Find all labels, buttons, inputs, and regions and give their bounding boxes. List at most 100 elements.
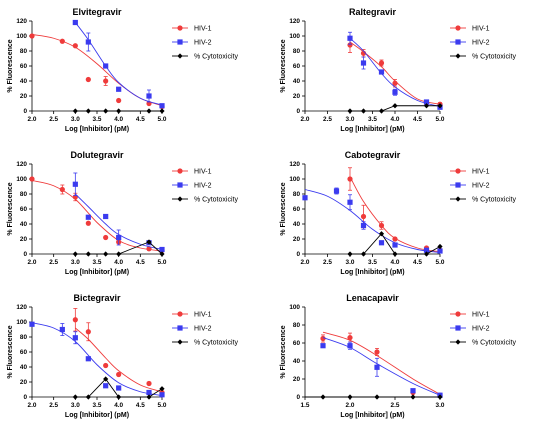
raltegravir-cytotoxicity-point (378, 108, 385, 114)
raltegravir-cytotoxicity-point (360, 108, 367, 114)
raltegravir-y-axis-label: % Fluorescence (280, 39, 287, 92)
raltegravir-x-tick-label: 3.5 (368, 116, 377, 123)
dolutegravir-title: Dolutegravir (70, 150, 124, 160)
cabotegravir-hiv-2-point (347, 199, 353, 205)
dolutegravir-hiv-1-point (85, 220, 91, 226)
bictegravir-cytotoxicity-point (146, 394, 152, 400)
raltegravir-hiv-2-fit-curve (349, 37, 441, 107)
bictegravir-title: Bictegravir (73, 293, 121, 303)
dolutegravir-x-tick-label: 2.5 (49, 259, 58, 266)
elvitegravir-x-tick-label: 3.0 (71, 116, 80, 123)
raltegravir-x-tick-label: 5.0 (436, 116, 445, 123)
dolutegravir-y-tick-label: 80 (20, 191, 28, 198)
lenacapavir-hiv-1-point (320, 335, 326, 342)
cabotegravir-hiv-2-series (302, 187, 443, 254)
dolutegravir-y-tick-label: 0 (23, 251, 27, 258)
dolutegravir-x-axis-label: Log [Inhibitor] (pM) (65, 269, 129, 276)
elvitegravir-y-tick-label: 80 (20, 48, 28, 55)
raltegravir-y-tick-label: 60 (293, 63, 301, 70)
bictegravir-legend-marker (177, 311, 183, 317)
cabotegravir-legend-label-hiv-1: HIV-1 (472, 168, 490, 175)
dolutegravir-y-tick-label: 60 (20, 206, 28, 213)
dolutegravir-hiv-2-point (85, 214, 91, 220)
elvitegravir-x-tick-label: 4.5 (136, 116, 145, 123)
raltegravir-cytotoxicity-point (423, 103, 430, 109)
dolutegravir-y-tick-label: 100 (16, 176, 27, 183)
chart-raltegravir: Raltegravir 0 20 40 60 80 100 120 2.0 2.5 3.0 3.5 4.… (280, 7, 516, 133)
cabotegravir-hiv-2-point (302, 195, 308, 201)
cabotegravir-legend: HIV-1 HIV-2 % Cytotoxicity (450, 168, 516, 203)
bictegravir-hiv-2-point (159, 392, 165, 398)
dolutegravir-cytotoxicity-point (103, 251, 109, 257)
cabotegravir-legend-marker (455, 182, 461, 188)
chart-lenacapavir: Lenacapavir 0 20 40 60 80 100 1.5 2.0 2.5 3.0 Log [… (280, 293, 516, 419)
bictegravir-hiv-1-series (72, 308, 165, 396)
dolutegravir-legend-label-cytotoxicity: % Cytotoxicity (194, 196, 238, 203)
cabotegravir-cytotoxicity-series (347, 231, 443, 257)
lenacapavir-cytotoxicity-point (374, 394, 380, 400)
lenacapavir-x-axis-label: Log [Inhibitor] (pM) (340, 412, 404, 419)
elvitegravir-hiv-1-point (85, 76, 91, 83)
chart-dolutegravir: Dolutegravir 0 20 40 60 80 100 120 2.0 2.5 3.0 3.5 4… (7, 150, 238, 276)
elvitegravir-cytotoxicity-point (146, 108, 152, 114)
dolutegravir-y-tick-label: 20 (20, 236, 28, 243)
elvitegravir-legend-label-cytotoxicity: % Cytotoxicity (194, 53, 238, 60)
cabotegravir-x-tick-label: 4.5 (413, 259, 422, 266)
lenacapavir-hiv-1-point (374, 349, 380, 355)
dolutegravir-cytotoxicity-point (159, 251, 165, 257)
raltegravir-hiv-1-series (347, 37, 443, 107)
chart-bictegravir: Bictegravir 0 20 40 60 80 100 120 2.0 2.5 3.0 3.5 4.… (7, 293, 238, 419)
cabotegravir-hiv-1-point (392, 236, 398, 242)
dolutegravir-hiv-2-point (159, 246, 165, 253)
raltegravir-hiv-2-point (378, 69, 385, 75)
raltegravir-legend-label-hiv-2: HIV-2 (472, 39, 490, 46)
dolutegravir-legend-marker (177, 196, 183, 202)
lenacapavir-hiv-1-point (347, 335, 353, 341)
elvitegravir-hiv-1-point (72, 43, 78, 49)
dolutegravir-x-tick-label: 3.5 (93, 259, 102, 266)
bictegravir-hiv-2-point (103, 383, 109, 389)
elvitegravir-legend-marker (177, 53, 183, 59)
elvitegravir-legend: HIV-1 HIV-2 % Cytotoxicity (172, 25, 238, 60)
cabotegravir-cytotoxicity-point (437, 243, 443, 250)
elvitegravir-hiv-2-point (116, 86, 122, 92)
dolutegravir-y-tick-label: 40 (20, 221, 28, 228)
elvitegravir-cytotoxicity-point (159, 108, 165, 114)
cabotegravir-y-tick-label: 0 (296, 251, 300, 258)
raltegravir-x-tick-label: 2.5 (323, 116, 332, 123)
elvitegravir-legend-marker (177, 25, 183, 31)
bictegravir-y-axis-label: % Fluorescence (7, 325, 14, 378)
raltegravir-cytotoxicity-point (392, 103, 398, 109)
lenacapavir-legend-label-cytotoxicity: % Cytotoxicity (472, 339, 516, 346)
chart-elvitegravir: Elvitegravir 0 20 40 60 80 100 120 2.0 2.5 3.0 3.5 4… (7, 7, 238, 133)
raltegravir-x-tick-label: 4.5 (413, 116, 422, 123)
dolutegravir-hiv-1-point (29, 176, 35, 182)
elvitegravir-x-tick-label: 2.0 (28, 116, 37, 123)
raltegravir-x-tick-label: 4.0 (391, 116, 400, 123)
cabotegravir-hiv-2-fit-curve (304, 189, 441, 253)
cabotegravir-y-tick-label: 100 (289, 176, 300, 183)
raltegravir-hiv-2-series (347, 31, 443, 110)
dolutegravir-legend-marker (177, 182, 183, 188)
elvitegravir-cytotoxicity-point (103, 108, 109, 114)
dolutegravir-hiv-2-point (103, 213, 109, 220)
bictegravir-hiv-2-point (72, 335, 78, 341)
dolutegravir-hiv-2-point (116, 234, 122, 241)
dolutegravir-legend-label-hiv-2: HIV-2 (194, 182, 212, 189)
lenacapavir-hiv-1-series (320, 331, 443, 398)
lenacapavir-y-tick-label: 40 (293, 358, 301, 365)
raltegravir-cytotoxicity-series (347, 103, 443, 114)
lenacapavir-x-tick-label: 1.5 (301, 402, 310, 409)
dolutegravir-cytotoxicity-point (85, 251, 91, 257)
cabotegravir-y-tick-label: 120 (289, 161, 300, 168)
elvitegravir-x-tick-label: 5.0 (158, 116, 167, 123)
cabotegravir-x-axis-label: Log [Inhibitor] (pM) (340, 269, 404, 276)
bictegravir-legend-marker (177, 325, 183, 331)
cabotegravir-legend-marker (455, 168, 461, 174)
lenacapavir-legend-marker (455, 311, 461, 317)
raltegravir-hiv-1-fit-curve (349, 41, 441, 105)
lenacapavir-y-tick-label: 100 (289, 304, 300, 311)
lenacapavir-y-axis-label: % Fluorescence (280, 325, 287, 378)
raltegravir-legend: HIV-1 HIV-2 % Cytotoxicity (450, 25, 516, 60)
lenacapavir-hiv-2-point (410, 388, 416, 394)
